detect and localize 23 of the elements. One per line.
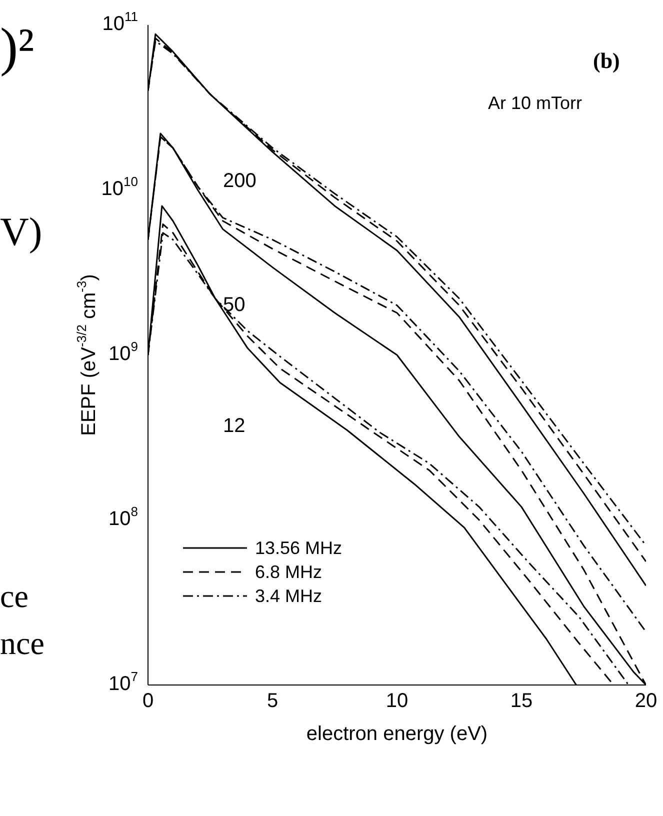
y-tick-label: 10$^{7}$ xyxy=(108,668,138,696)
y-tick-label: 10$^{10}$ xyxy=(101,174,138,200)
y-tick-label: 10$^{8}$ xyxy=(108,504,138,530)
x-tick-label: 10 xyxy=(386,690,408,712)
annotation: 50 xyxy=(223,294,246,317)
text: )² xyxy=(0,16,34,78)
x-axis-title: electron energy (eV) xyxy=(306,723,488,745)
legend-label: 3.4 MHz xyxy=(255,586,322,606)
annotation: 12 xyxy=(223,415,246,438)
y-tick-label: 10$^{11}$ xyxy=(102,8,138,36)
annotation: 200 xyxy=(223,170,256,193)
annotation: (b) xyxy=(593,48,620,74)
x-tick-label: 0 xyxy=(142,690,154,712)
x-tick-label: 5 xyxy=(266,690,278,712)
text: ce xyxy=(0,578,28,615)
text: V) xyxy=(0,208,42,255)
x-tick-label: 20 xyxy=(634,690,658,712)
annotation: Ar 10 mTorr xyxy=(488,93,582,114)
y-tick-label: 10$^{9}$ xyxy=(108,338,138,366)
text: nce xyxy=(0,625,44,662)
legend-label: 6.8 MHz xyxy=(255,562,322,582)
legend-label: 13.56 MHz xyxy=(255,538,342,558)
x-tick-label: 15 xyxy=(510,690,533,712)
